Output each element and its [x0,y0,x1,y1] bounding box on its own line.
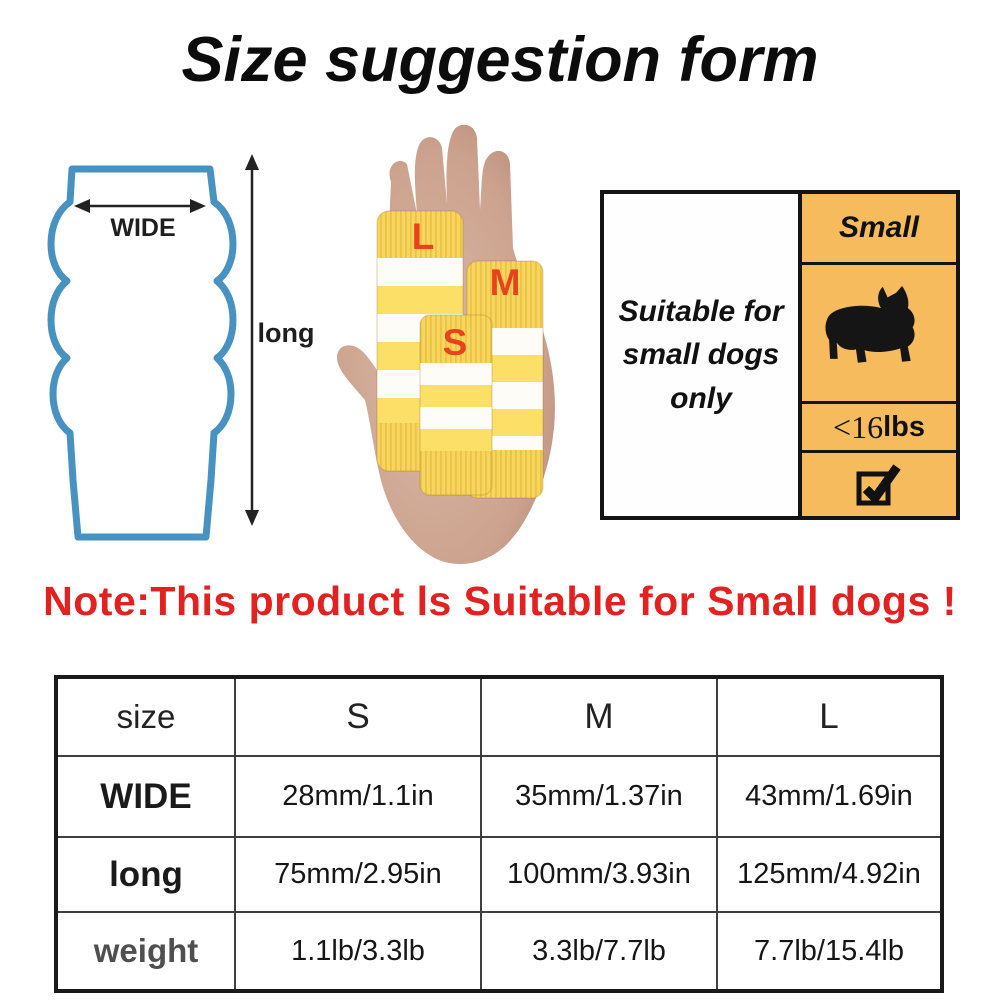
table-header-size: size [58,679,236,757]
size-name-cell: Small [802,194,956,265]
table-cell: 1.1lb/3.3lb [236,913,482,989]
table-cell: 100mm/3.93in [482,838,718,913]
sock-medium-label: M [490,262,521,303]
table-cell: 3.3lb/7.7lb [482,913,718,989]
suitability-box: Suitable for small dogs only Small <16 lb… [600,190,960,520]
wide-label: WIDE [110,214,175,242]
size-name: Small [838,211,920,244]
row-label-weight: weight [58,913,236,989]
hand-with-socks-photo: L M S [337,124,555,565]
sock-measurement-diagram: WIDE long [47,154,315,541]
row-label-wide: WIDE [58,757,236,838]
dog-cell [802,265,956,404]
suitability-size-column: Small <16 lbs [798,194,956,516]
size-chart-table: size S M L WIDE 28mm/1.1in 35mm/1.37in 4… [54,675,944,993]
warning-note: Note:This product ls Suitable for Small … [43,578,957,624]
checkbox-cell [802,453,956,516]
table-cell: 43mm/1.69in [718,757,940,838]
row-label-long: long [58,838,236,913]
weight-limit-unit: lbs [883,410,925,443]
table-header-s: S [236,679,482,757]
table-cell: 125mm/4.92in [718,838,940,913]
table-cell: 28mm/1.1in [236,757,482,838]
long-label: long [258,318,315,348]
sock-outline-shape [47,165,237,541]
sock-small: S [419,314,493,496]
weight-limit-value: <16 [833,408,884,445]
wide-arrow-icon [74,199,206,213]
sock-small-label: S [443,322,468,363]
suitability-description: Suitable for small dogs only [618,294,784,415]
sock-large-label: L [412,216,435,257]
checked-checkbox-icon [856,463,901,505]
table-header-l: L [718,679,940,757]
long-arrow-icon [245,154,259,526]
table-header-m: M [482,679,718,757]
table-cell: 7.7lb/15.4lb [754,934,904,967]
weight-limit-cell: <16 lbs [802,404,956,453]
suitability-description-cell: Suitable for small dogs only [604,194,798,516]
corgi-dog-icon [825,285,915,363]
table-cell: 75mm/2.95in [236,838,482,913]
page-title: Size suggestion form [181,25,819,95]
table-cell: 35mm/1.37in [482,757,718,838]
